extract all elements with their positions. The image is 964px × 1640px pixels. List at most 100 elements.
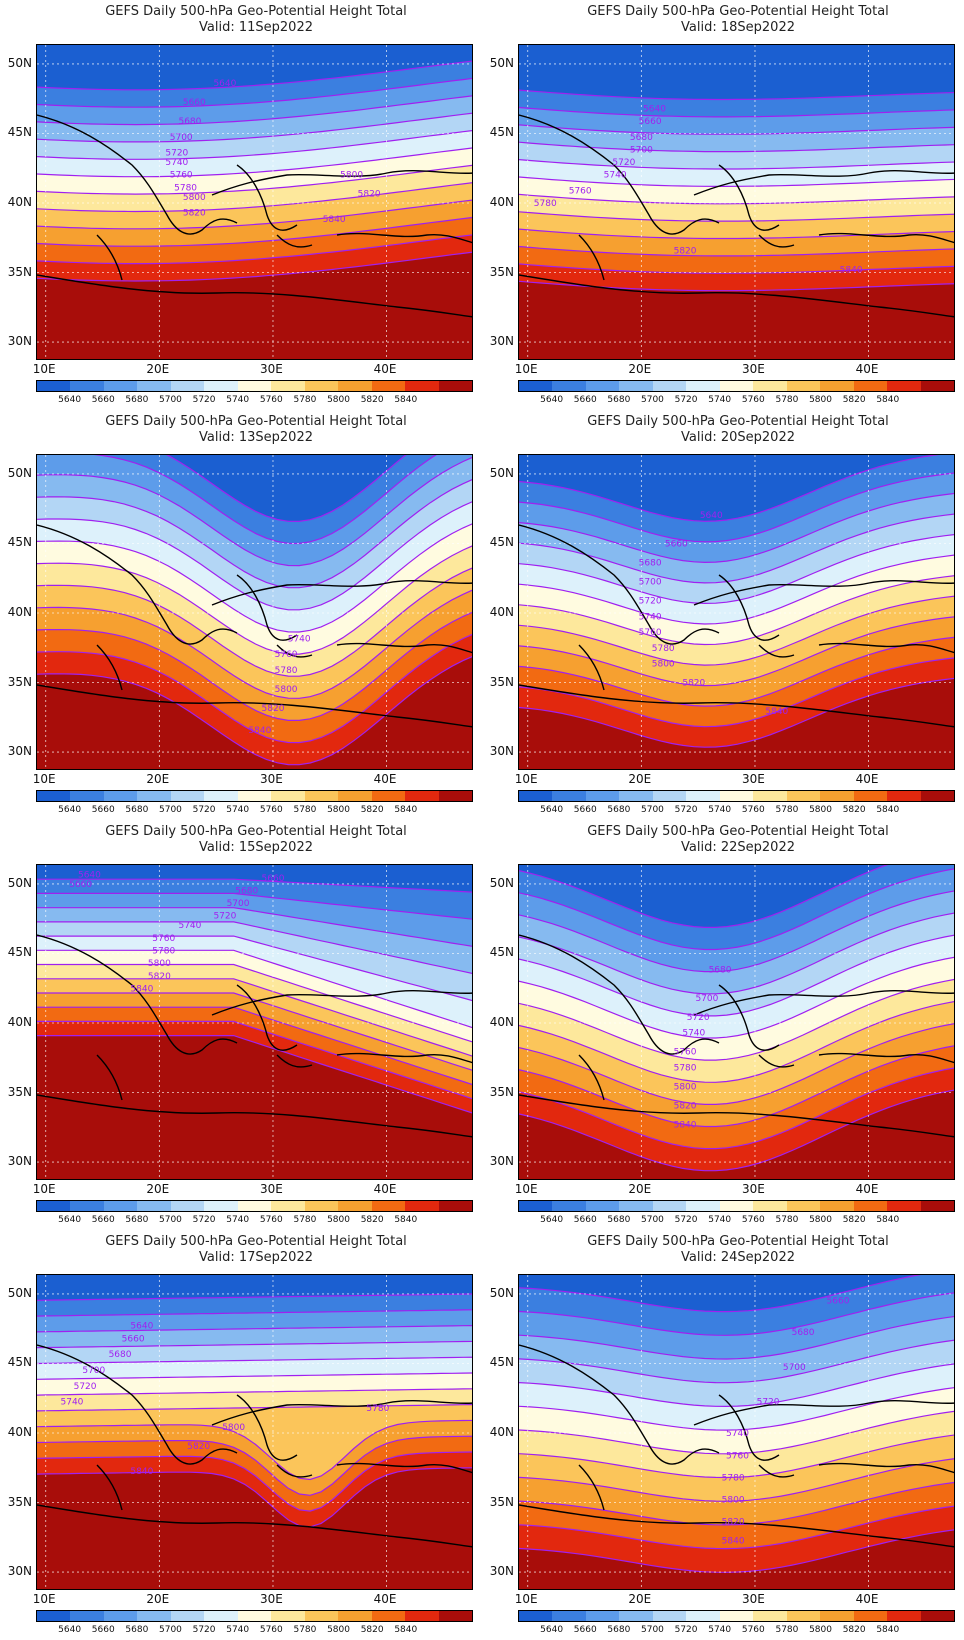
height-band — [519, 637, 954, 727]
height-band — [37, 590, 472, 721]
colorbar-swatch — [338, 1611, 372, 1621]
contour-label: 5660 — [827, 1296, 850, 1306]
colorbar-swatch — [204, 381, 238, 391]
contour-label: 5840 — [765, 707, 788, 717]
colorbar-tick-label: 5800 — [809, 1215, 832, 1225]
coastline — [336, 232, 472, 244]
colorbar-swatch — [686, 381, 720, 391]
colorbar-swatch — [103, 381, 138, 391]
contour-label: 5820 — [358, 190, 381, 200]
height-band — [37, 964, 472, 1056]
contour-label: 5660 — [665, 540, 688, 550]
contour-line — [37, 130, 472, 160]
height-band — [37, 1035, 472, 1179]
height-contour-map: 5640 5660 5680 5700 5720 5740 5760 5780 5800 5800… — [36, 44, 473, 360]
coastline — [236, 1394, 298, 1461]
colorbar-tick-label: 5660 — [573, 1625, 597, 1635]
height-band — [37, 148, 472, 195]
colorbar-tick-label: 5840 — [876, 805, 900, 815]
lon-axis-label: 30E — [259, 772, 283, 786]
contour-label: 5840 — [840, 266, 863, 276]
height-band — [519, 1275, 919, 1312]
contour-label: 5840 — [722, 1537, 745, 1547]
colorbar-swatch — [103, 791, 138, 801]
contour-line — [519, 978, 954, 1061]
contour-label: 5680 — [792, 1328, 815, 1338]
contour-line — [519, 1089, 954, 1172]
contour-line — [37, 60, 472, 91]
contour-label: 5800 — [652, 660, 675, 670]
panel-title: GEFS Daily 500-hPa Geo-Potential Height … — [587, 4, 889, 19]
lon-axis-label: 10E — [32, 772, 56, 786]
colorbar-swatch — [103, 1201, 138, 1211]
colorbar-tick-label: 5660 — [573, 395, 597, 405]
colorbar-swatch — [304, 791, 339, 801]
height-band — [37, 95, 472, 142]
height-band — [37, 1420, 472, 1496]
colorbar-tick-label: 5640 — [540, 395, 564, 405]
lat-axis-label: 50N — [489, 1285, 514, 1300]
coastline — [758, 1054, 795, 1068]
height-band — [37, 457, 472, 588]
height-band — [519, 1387, 954, 1454]
colorbar-tick-label: 5640 — [58, 395, 82, 405]
lon-axis-label: 20E — [146, 362, 170, 376]
coastline — [758, 1464, 795, 1478]
colorbar-tick-label: 5720 — [192, 395, 216, 405]
lat-axis-label: 30N — [7, 334, 32, 349]
coastline — [336, 1052, 472, 1064]
colorbar-tick-label: 5720 — [192, 1625, 216, 1635]
coastline — [336, 642, 472, 654]
colorbar-swatch — [887, 791, 921, 801]
coastline — [818, 642, 954, 654]
colorbar — [518, 380, 955, 392]
lat-axis-label: 45N — [7, 945, 32, 960]
height-band — [37, 865, 472, 893]
colorbar-tick-label: 5780 — [293, 1215, 317, 1225]
contour-label: 5640 — [700, 511, 723, 521]
colorbar-swatch — [686, 791, 720, 801]
colorbar-tick-label: 5720 — [674, 1625, 698, 1635]
lat-axis-label: 50N — [7, 1285, 32, 1300]
lon-axis-label: 20E — [146, 1592, 170, 1606]
height-band — [37, 479, 472, 610]
lat-axis-label: 45N — [489, 125, 514, 140]
coastline — [718, 984, 780, 1051]
contour-line — [519, 865, 889, 928]
colorbar-swatch — [786, 1201, 821, 1211]
height-band — [37, 252, 472, 359]
contour-line — [37, 1309, 472, 1317]
contour-label: 5800 — [222, 1423, 245, 1433]
panel-title: GEFS Daily 500-hPa Geo-Potential Height … — [587, 1234, 889, 1249]
colorbar-swatch — [70, 1611, 104, 1621]
colorbar-swatch — [753, 1201, 787, 1211]
contour-line — [519, 1529, 954, 1573]
contour-label: 5740 — [726, 1429, 749, 1439]
contour-line — [519, 455, 940, 522]
colorbar-tick-label: 5740 — [708, 1215, 732, 1225]
colorbar-swatch — [405, 1611, 439, 1621]
height-band — [37, 1373, 472, 1396]
colorbar-tick-label: 5740 — [226, 1215, 250, 1225]
contour-label: 5680 — [709, 965, 732, 975]
colorbar-tick-label: 5840 — [394, 395, 418, 405]
lon-axis-label: 20E — [146, 1182, 170, 1196]
height-band — [37, 1404, 472, 1480]
coastline — [818, 1462, 954, 1474]
colorbar-swatch — [920, 791, 955, 801]
height-contour-map: 5680 5700 5720 5740 5760 5780 5800 5820 5840 — [518, 864, 955, 1180]
colorbar-swatch — [237, 791, 272, 801]
coastline — [578, 1054, 605, 1101]
lon-axis-label: 40E — [373, 362, 397, 376]
colorbar-tick-label: 5680 — [125, 1625, 149, 1635]
contour-label: 5840 — [130, 984, 153, 994]
lon-axis-label: 40E — [855, 1592, 879, 1606]
contour-label: 5800 — [722, 1496, 745, 1506]
contour-line — [37, 1404, 472, 1412]
lat-axis-label: 40N — [489, 1425, 514, 1439]
colorbar-tick-label: 5680 — [607, 395, 631, 405]
coastline — [758, 234, 795, 248]
contour-label: 5680 — [109, 1350, 132, 1360]
contour-line — [37, 992, 472, 1071]
contour-label: 5820 — [722, 1518, 745, 1528]
